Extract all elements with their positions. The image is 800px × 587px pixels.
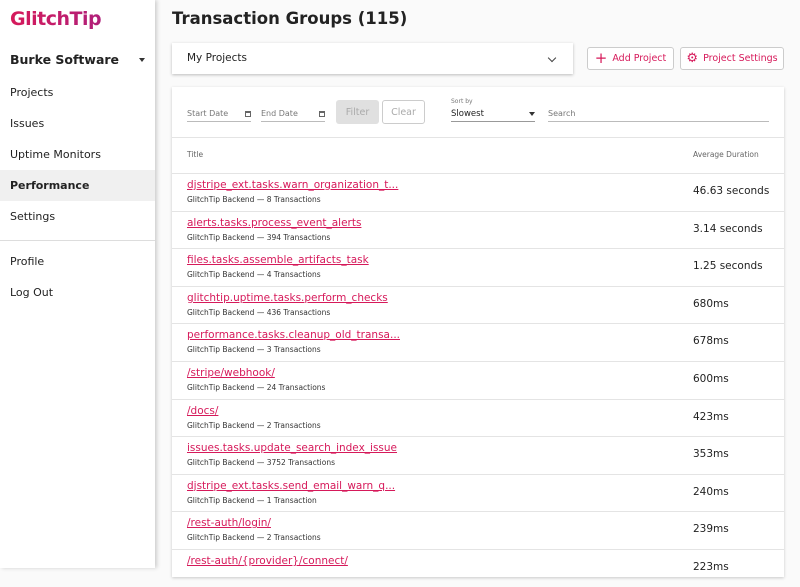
table-row: /docs/ GlitchTip Backend — 2 Transaction… [172,398,784,437]
column-header-title: Title [187,150,204,159]
sidebar: GlitchTip Burke Software Projects Issues U… [0,0,155,568]
transaction-link[interactable]: /rest-auth/login/ [187,517,271,530]
transaction-subtitle: GlitchTip Backend — 8 Transactions [187,195,321,204]
transaction-link[interactable]: glitchtip.uptime.tasks.perform_checks [187,291,388,304]
glitchtip-logo[interactable]: GlitchTip [10,8,102,30]
average-duration: 223ms [693,561,729,573]
search-input[interactable]: Search [548,106,769,122]
table-row: issues.tasks.update_search_index_issue G… [172,436,784,474]
average-duration: 3.14 seconds [693,222,763,235]
average-duration: 600ms [693,373,729,385]
table-row: /rest-auth/login/ GlitchTip Backend — 2 … [172,511,784,549]
average-duration: 680ms [693,297,729,310]
average-duration: 1.25 seconds [693,260,763,273]
transaction-subtitle: GlitchTip Backend — 24 Transactions [187,383,326,392]
transaction-link[interactable]: djstripe_ext.tasks.send_email_warn_q... [187,479,396,492]
project-select[interactable]: My Projects [172,43,573,74]
add-project-label: Add Project [612,53,667,64]
transaction-link[interactable]: alerts.tasks.process_event_alerts [187,216,362,229]
org-name: Burke Software [10,52,120,67]
divider [172,137,784,138]
average-duration: 46.63 seconds [693,185,770,197]
transaction-subtitle: GlitchTip Backend — 2 Transactions [187,533,321,543]
average-duration: 240ms [693,485,729,498]
table-row: glitchtip.uptime.tasks.perform_checks Gl… [172,285,784,324]
sidebar-item-log-out[interactable]: Log Out [10,286,54,299]
transaction-link[interactable]: files.tasks.assemble_artifacts_task [187,254,369,267]
average-duration: 239ms [693,523,729,536]
add-project-button[interactable]: + Add Project [587,47,674,70]
clear-button[interactable]: Clear [382,100,425,124]
transactions-card: Start Date End Date Filter Clear Sort by… [172,87,784,577]
project-select-value: My Projects [187,52,248,64]
transaction-subtitle: GlitchTip Backend — 394 Transactions [187,232,331,242]
transaction-subtitle: GlitchTip Backend — 3 Transactions [187,345,321,355]
transaction-subtitle: GlitchTip Backend — 3752 Transactions [187,458,335,468]
start-date-placeholder: Start Date [187,109,229,118]
table-row: /stripe/webhook/ GlitchTip Backend — 24 … [172,361,784,399]
transaction-subtitle: GlitchTip Backend — 1 Transaction [187,495,317,505]
project-settings-label: Project Settings [703,53,778,64]
transaction-link[interactable]: djstripe_ext.tasks.warn_organization_t..… [187,179,399,191]
average-duration: 353ms [693,448,729,461]
average-duration: 678ms [693,335,729,348]
sidebar-divider [0,240,155,241]
org-switcher[interactable]: Burke Software [10,52,145,67]
end-date-placeholder: End Date [261,109,298,118]
filter-button[interactable]: Filter [336,100,379,124]
caret-down-icon [529,111,535,116]
chevron-down-icon [547,53,557,63]
project-settings-button[interactable]: ⚙ Project Settings [680,47,784,70]
sidebar-item-issues[interactable]: Issues [10,117,45,130]
transaction-link[interactable]: /rest-auth/{provider}/connect/ [187,555,348,567]
table-row: djstripe_ext.tasks.warn_organization_t..… [172,173,784,211]
start-date-input[interactable]: Start Date [187,106,251,122]
search-placeholder: Search [548,109,576,118]
plus-icon: + [594,49,608,67]
sidebar-item-uptime-monitors[interactable]: Uptime Monitors [10,148,101,161]
table-row: alerts.tasks.process_event_alerts Glitch… [172,210,784,249]
table-row: files.tasks.assemble_artifacts_task Glit… [172,248,784,286]
sidebar-item-settings[interactable]: Settings [10,210,56,223]
average-duration: 423ms [693,410,729,423]
transaction-link[interactable]: issues.tasks.update_search_index_issue [187,442,398,455]
transaction-subtitle: GlitchTip Backend — 2 Transactions [187,420,321,430]
sidebar-item-performance[interactable]: Performance [0,170,155,201]
gear-icon: ⚙ [686,51,699,66]
calendar-icon[interactable] [319,110,325,117]
sidebar-item-profile[interactable]: Profile [10,255,45,268]
transaction-link[interactable]: /docs/ [187,404,219,417]
transaction-subtitle: GlitchTip Backend — 4 Transactions [187,270,321,280]
transaction-link[interactable]: /stripe/webhook/ [187,367,275,379]
sort-value: Slowest [451,108,484,119]
end-date-input[interactable]: End Date [261,106,325,122]
sort-select[interactable]: Slowest [451,106,535,122]
sidebar-item-projects[interactable]: Projects [10,86,54,99]
sort-label: Sort by [451,98,473,105]
table-row: performance.tasks.cleanup_old_transa... … [172,323,784,361]
transaction-subtitle: GlitchTip Backend — 436 Transactions [187,307,331,317]
page-title: Transaction Groups (115) [172,9,408,28]
calendar-icon[interactable] [245,110,251,117]
transaction-link[interactable]: performance.tasks.cleanup_old_transa... [187,329,400,342]
table-row: djstripe_ext.tasks.send_email_warn_q... … [172,473,784,512]
caret-down-icon [139,57,145,62]
column-header-duration: Average Duration [693,150,759,159]
